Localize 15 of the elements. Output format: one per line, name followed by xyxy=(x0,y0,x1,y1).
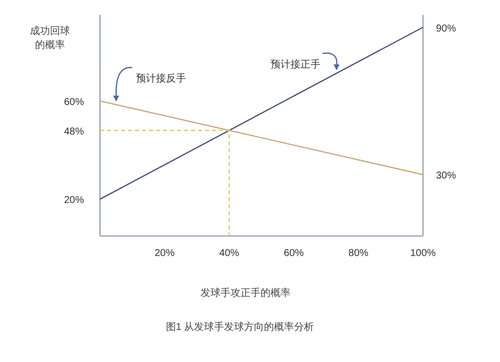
y2-tick-label: 30% xyxy=(436,170,456,182)
x-tick-label: 80% xyxy=(348,248,369,259)
x-tick-label: 20% xyxy=(154,248,175,259)
x-tick-label: 40% xyxy=(219,248,240,259)
caption: 图1 从发球手发球方向的概率分析 xyxy=(166,321,314,333)
y2-tick-label: 90% xyxy=(436,23,456,34)
y-axis-title: 成功回球的概率 xyxy=(30,25,70,51)
y-tick-label: 60% xyxy=(64,96,84,108)
y-tick-label: 48% xyxy=(64,126,84,138)
text: 预计接反手 xyxy=(136,72,186,85)
series-label: 预计接正手 xyxy=(270,58,321,70)
x-tick-label: 60% xyxy=(284,248,304,259)
x-tick-label: 100% xyxy=(410,248,436,259)
y-tick-label: 20% xyxy=(64,195,84,206)
x-axis-title: 发球手攻正手的概率 xyxy=(200,287,290,299)
